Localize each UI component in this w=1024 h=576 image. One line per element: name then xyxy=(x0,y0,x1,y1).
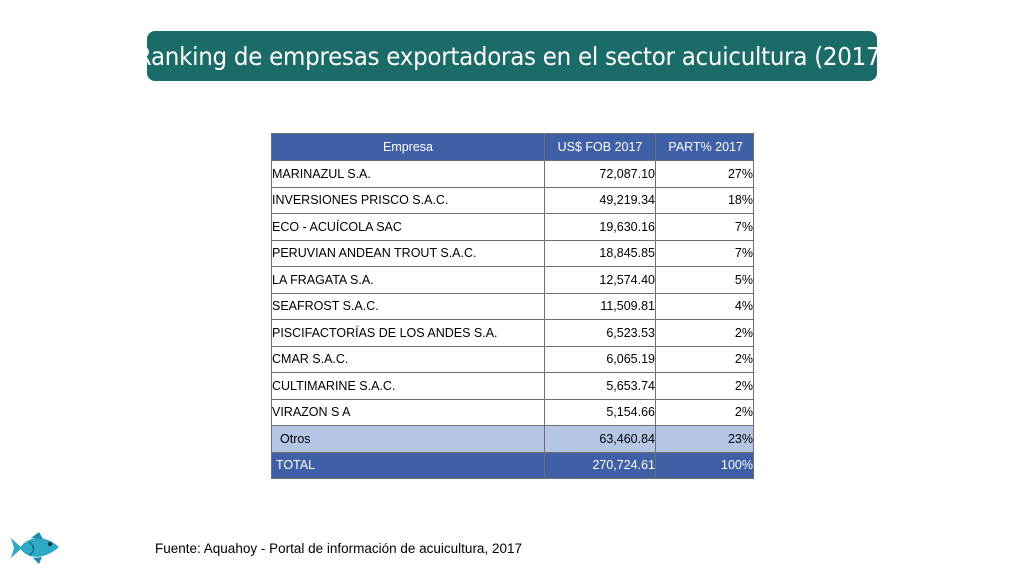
table-row: ECO - ACUÍCOLA SAC 19,630.16 7% xyxy=(271,213,754,241)
total-fob: 270,724.61 xyxy=(544,451,656,479)
table-row: PISCIFACTORÍAS DE LOS ANDES S.A. 6,523.53… xyxy=(271,319,754,347)
title-banner: Ranking de empresas exportadoras en el s… xyxy=(135,31,889,81)
cell-fob: 6,523.53 xyxy=(544,319,656,347)
cell-fob: 49,219.34 xyxy=(544,186,656,214)
cell-empresa: INVERSIONES PRISCO S.A.C. xyxy=(271,186,545,214)
cell-empresa: PERUVIAN ANDEAN TROUT S.A.C. xyxy=(271,239,545,267)
header-empresa: Empresa xyxy=(271,133,545,161)
table-row: CULTIMARINE S.A.C. 5,653.74 2% xyxy=(271,372,754,400)
page-title: Ranking de empresas exportadoras en el s… xyxy=(135,41,889,71)
cell-fob: 5,653.74 xyxy=(544,372,656,400)
cell-part: 2% xyxy=(655,319,754,347)
table-body: MARINAZUL S.A. 72,087.10 27% INVERSIONES PR… xyxy=(271,160,754,479)
total-empresa: TOTAL xyxy=(271,451,545,479)
total-part: 100% xyxy=(655,451,754,479)
cell-fob: 5,154.66 xyxy=(544,398,656,426)
cell-part: 5% xyxy=(655,266,754,294)
header-part: PART% 2017 xyxy=(655,133,754,161)
table-row-otros: Otros 63,460.84 23% xyxy=(271,425,754,453)
cell-empresa: LA FRAGATA S.A. xyxy=(271,266,545,294)
otros-empresa: Otros xyxy=(271,425,545,453)
cell-fob: 11,509.81 xyxy=(544,292,656,320)
cell-part: 18% xyxy=(655,186,754,214)
cell-part: 7% xyxy=(655,239,754,267)
table-row: SEAFROST S.A.C. 11,509.81 4% xyxy=(271,292,754,320)
cell-part: 2% xyxy=(655,345,754,373)
table-row-total: TOTAL 270,724.61 100% xyxy=(271,451,754,479)
cell-fob: 18,845.85 xyxy=(544,239,656,267)
table-row: PERUVIAN ANDEAN TROUT S.A.C. 18,845.85 7% xyxy=(271,239,754,267)
cell-part: 4% xyxy=(655,292,754,320)
otros-part: 23% xyxy=(655,425,754,453)
cell-empresa: ECO - ACUÍCOLA SAC xyxy=(271,213,545,241)
cell-empresa: MARINAZUL S.A. xyxy=(271,160,545,188)
cell-empresa: VIRAZON S A xyxy=(271,398,545,426)
cell-fob: 19,630.16 xyxy=(544,213,656,241)
cell-empresa: CULTIMARINE S.A.C. xyxy=(271,372,545,400)
cell-empresa: CMAR S.A.C. xyxy=(271,345,545,373)
source-footnote: Fuente: Aquahoy - Portal de información … xyxy=(155,541,522,556)
cell-fob: 12,574.40 xyxy=(544,266,656,294)
table-row: CMAR S.A.C. 6,065.19 2% xyxy=(271,345,754,373)
table-row: LA FRAGATA S.A. 12,574.40 5% xyxy=(271,266,754,294)
fish-icon xyxy=(11,532,59,564)
table-row: INVERSIONES PRISCO S.A.C. 49,219.34 18% xyxy=(271,186,754,214)
header-fob: US$ FOB 2017 xyxy=(544,133,656,161)
cell-part: 7% xyxy=(655,213,754,241)
table-header-row: Empresa US$ FOB 2017 PART% 2017 xyxy=(271,133,754,161)
cell-empresa: PISCIFACTORÍAS DE LOS ANDES S.A. xyxy=(271,319,545,347)
table-row: VIRAZON S A 5,154.66 2% xyxy=(271,398,754,426)
otros-fob: 63,460.84 xyxy=(544,425,656,453)
ranking-table: Empresa US$ FOB 2017 PART% 2017 MARINAZU… xyxy=(271,133,754,479)
cell-fob: 6,065.19 xyxy=(544,345,656,373)
cell-part: 27% xyxy=(655,160,754,188)
cell-empresa: SEAFROST S.A.C. xyxy=(271,292,545,320)
cell-fob: 72,087.10 xyxy=(544,160,656,188)
table-row: MARINAZUL S.A. 72,087.10 27% xyxy=(271,160,754,188)
cell-part: 2% xyxy=(655,372,754,400)
cell-part: 2% xyxy=(655,398,754,426)
